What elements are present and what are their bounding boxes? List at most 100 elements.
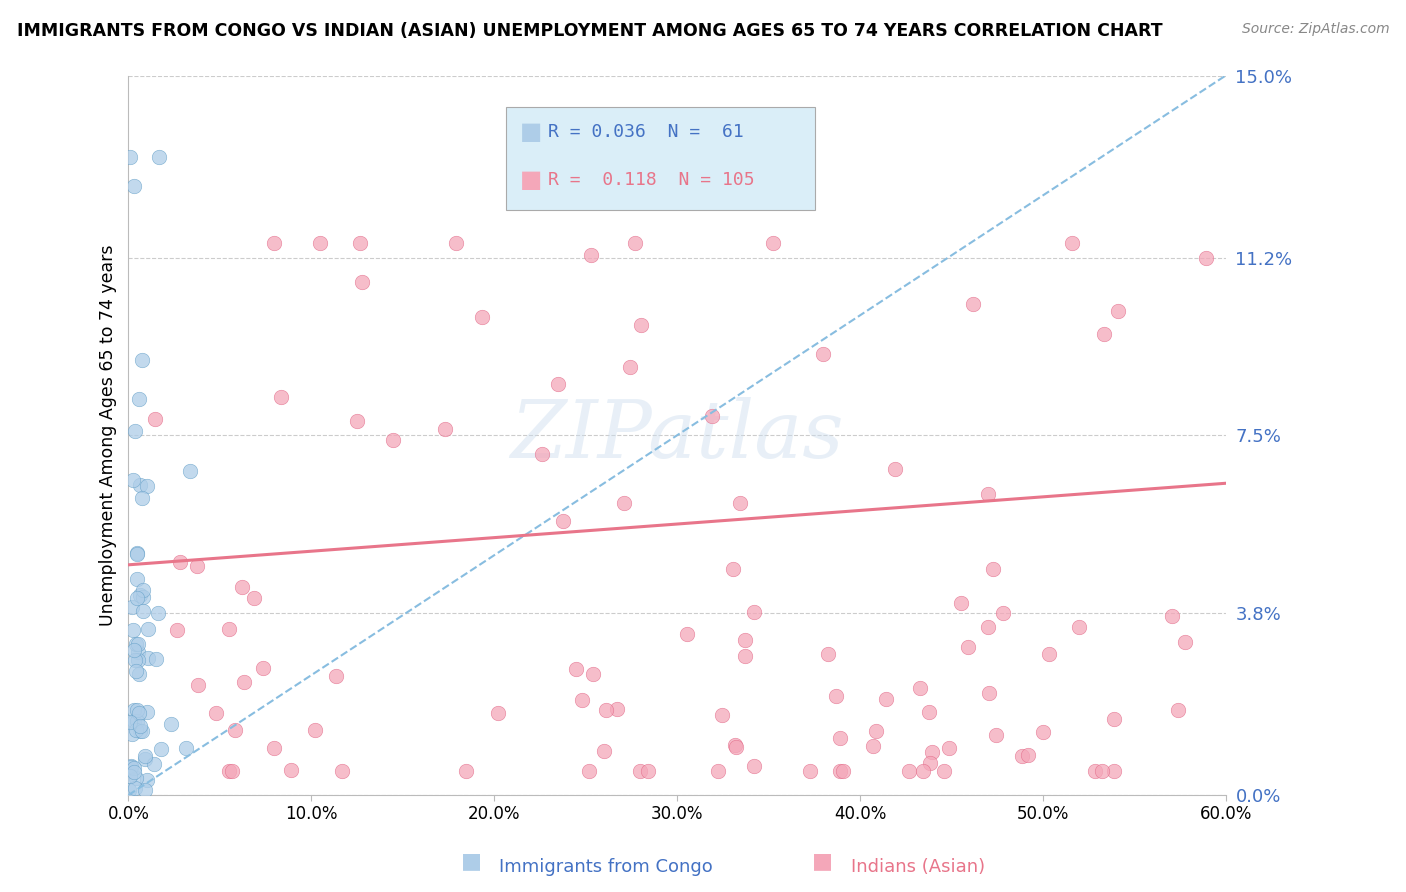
Text: ■: ■ — [520, 120, 543, 144]
Point — [547, 377, 569, 392]
Point — [159, 717, 181, 731]
Point — [825, 689, 848, 703]
Point — [702, 409, 724, 423]
Point — [136, 651, 159, 665]
Point — [125, 665, 148, 679]
Point — [125, 714, 148, 729]
Text: IMMIGRANTS FROM CONGO VS INDIAN (ASIAN) UNEMPLOYMENT AMONG AGES 65 TO 74 YEARS C: IMMIGRANTS FROM CONGO VS INDIAN (ASIAN) … — [17, 22, 1163, 40]
Point — [128, 723, 150, 738]
Point — [143, 412, 166, 426]
Point — [325, 668, 347, 682]
Point — [131, 352, 153, 367]
Point — [1084, 764, 1107, 778]
Point — [128, 667, 150, 681]
Point — [346, 414, 368, 428]
Point — [124, 425, 146, 439]
Point — [830, 731, 852, 746]
Point — [150, 741, 173, 756]
Point — [977, 487, 1000, 501]
Point — [263, 741, 285, 756]
Point — [832, 764, 855, 778]
Point — [120, 714, 142, 729]
Point — [938, 741, 960, 756]
Point — [828, 764, 851, 778]
Point — [125, 572, 148, 586]
Point — [136, 706, 159, 720]
Point — [121, 599, 143, 614]
Point — [252, 661, 274, 675]
Point — [676, 626, 699, 640]
Point — [124, 780, 146, 795]
Point — [934, 764, 956, 778]
Point — [186, 558, 208, 573]
Point — [456, 764, 478, 778]
Point — [349, 236, 371, 251]
Point — [221, 764, 243, 778]
Point — [1161, 608, 1184, 623]
Point — [263, 236, 285, 251]
Point — [578, 764, 600, 778]
Point — [121, 474, 143, 488]
Point — [224, 723, 246, 737]
Point — [145, 652, 167, 666]
Point — [131, 724, 153, 739]
Point — [1102, 712, 1125, 726]
Point — [1194, 251, 1216, 265]
Point — [1091, 764, 1114, 778]
Point — [799, 764, 821, 778]
Point — [280, 764, 302, 778]
Point — [1107, 304, 1129, 318]
Point — [134, 752, 156, 766]
Point — [1069, 620, 1091, 634]
Point — [124, 653, 146, 667]
Point — [706, 764, 728, 778]
Point — [122, 760, 145, 774]
Point — [129, 478, 152, 492]
Point — [125, 591, 148, 605]
Point — [742, 758, 765, 772]
Text: ■: ■ — [520, 169, 543, 192]
Point — [486, 706, 509, 720]
Point — [120, 759, 142, 773]
Point — [127, 645, 149, 659]
Point — [231, 580, 253, 594]
Point — [118, 150, 141, 164]
Point — [724, 739, 747, 753]
Point — [962, 297, 984, 311]
Point — [1174, 635, 1197, 649]
Point — [127, 653, 149, 667]
Point — [619, 360, 641, 375]
Point — [233, 675, 256, 690]
Point — [912, 764, 935, 778]
Point — [187, 678, 209, 692]
Point — [125, 771, 148, 785]
Text: Immigrants from Congo: Immigrants from Congo — [499, 858, 713, 876]
Point — [817, 647, 839, 661]
Point — [120, 760, 142, 774]
Text: Source: ZipAtlas.com: Source: ZipAtlas.com — [1241, 22, 1389, 37]
Point — [136, 623, 159, 637]
Point — [125, 546, 148, 560]
Point — [710, 707, 733, 722]
Point — [1011, 749, 1033, 764]
Point — [120, 769, 142, 783]
Point — [122, 178, 145, 193]
Point — [742, 605, 765, 619]
Text: ZIPatlas: ZIPatlas — [510, 397, 844, 474]
Point — [813, 347, 835, 361]
Point — [132, 604, 155, 618]
Point — [884, 462, 907, 476]
Point — [444, 236, 467, 251]
Point — [125, 703, 148, 717]
Point — [179, 465, 201, 479]
Point — [565, 661, 588, 675]
Point — [148, 150, 170, 164]
Point — [218, 622, 240, 636]
Point — [122, 624, 145, 638]
Point — [984, 728, 1007, 742]
Point — [132, 583, 155, 598]
Point — [734, 648, 756, 663]
Y-axis label: Unemployment Among Ages 65 to 74 years: Unemployment Among Ages 65 to 74 years — [100, 244, 117, 626]
Point — [605, 702, 627, 716]
Point — [865, 723, 887, 738]
